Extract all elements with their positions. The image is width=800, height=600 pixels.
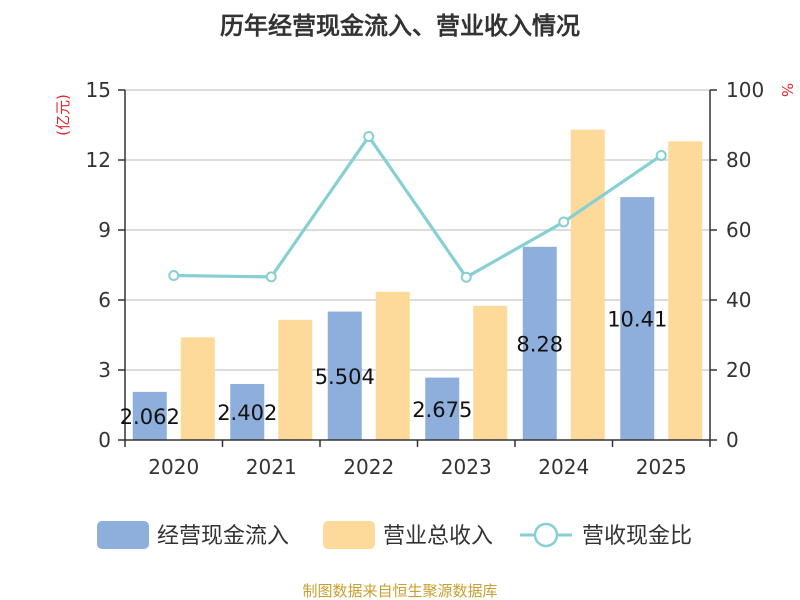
line-ratio-point <box>168 270 180 281</box>
data-label-cash-inflow: 5.504 <box>315 365 375 389</box>
left-tick-label: 3 <box>98 358 111 382</box>
bar-cash-inflow <box>132 391 167 440</box>
left-tick-label: 12 <box>86 148 111 172</box>
left-tick-label: 9 <box>98 218 111 242</box>
right-tick-label: 100 <box>726 78 764 102</box>
bar-cash-inflow <box>425 377 460 440</box>
left-tick-label: 6 <box>98 288 111 312</box>
right-tick-label: 80 <box>726 148 751 172</box>
line-ratio-point <box>363 131 375 143</box>
bar-total-revenue <box>180 337 215 440</box>
data-labels: 2.062 2.402 5.504 2.675 8.28 10.41 <box>120 308 668 429</box>
grid-lines <box>125 89 710 371</box>
x-tick-label: 2021 <box>246 455 297 479</box>
left-tick-label: 15 <box>86 78 111 102</box>
data-label-cash-inflow: 2.402 <box>217 401 277 425</box>
line-ratio-point <box>265 271 277 283</box>
legend-swatch-cash-inflow <box>97 521 149 549</box>
bar-total-revenue <box>375 291 410 440</box>
line-ratio-point <box>558 216 570 228</box>
x-tick-label: 2023 <box>441 455 492 479</box>
right-tick-label: 20 <box>726 358 751 382</box>
right-axis-unit: % <box>778 83 796 97</box>
data-label-cash-inflow: 2.062 <box>120 405 180 429</box>
left-tick-label: 0 <box>98 428 111 452</box>
legend-label-cash-inflow: 经营现金流入 <box>157 524 289 549</box>
line-ratio <box>173 134 663 279</box>
legend-label-total-revenue: 营业总收入 <box>383 524 493 549</box>
bar-cash-inflow <box>522 246 557 440</box>
line-ratio-point <box>655 149 667 161</box>
line-ratio-point <box>460 271 472 283</box>
x-tick-label: 2022 <box>343 455 394 479</box>
data-label-cash-inflow: 8.28 <box>516 332 563 356</box>
legend-label-ratio: 营收现金比 <box>582 524 692 549</box>
right-tick-label: 60 <box>726 218 751 242</box>
source-note: 制图数据来自恒生聚源数据库 <box>302 582 497 600</box>
bar-total-revenue <box>473 305 508 440</box>
bar-total-revenue <box>278 319 313 440</box>
x-tick-label: 2025 <box>636 455 687 479</box>
bar-cash-inflow <box>230 383 265 440</box>
right-tick-label: 40 <box>726 288 751 312</box>
data-label-cash-inflow: 10.41 <box>607 308 667 332</box>
bar-series <box>132 129 703 441</box>
right-tick-label: 0 <box>726 428 739 452</box>
axes <box>118 89 717 447</box>
legend: 经营现金流入 营业总收入 营收现金比 <box>97 521 692 549</box>
x-tick-label: 2024 <box>538 455 589 479</box>
bar-cash-inflow <box>327 311 362 440</box>
bar-total-revenue <box>668 141 703 441</box>
line-series <box>168 131 667 283</box>
tick-labels: 0 3 6 9 12 15 0 20 40 60 80 100 2020 2021 2022 2023 2024… <box>86 78 765 479</box>
chart-title: 历年经营现金流入、营业收入情况 <box>220 12 580 40</box>
legend-marker-ratio <box>533 522 559 548</box>
bar-cash-inflow <box>620 197 655 440</box>
data-label-cash-inflow: 2.675 <box>412 398 472 422</box>
left-axis-unit: (亿元) <box>54 94 72 136</box>
bar-total-revenue <box>570 129 605 440</box>
legend-swatch-total-revenue <box>323 521 375 549</box>
x-tick-label: 2020 <box>148 455 199 479</box>
